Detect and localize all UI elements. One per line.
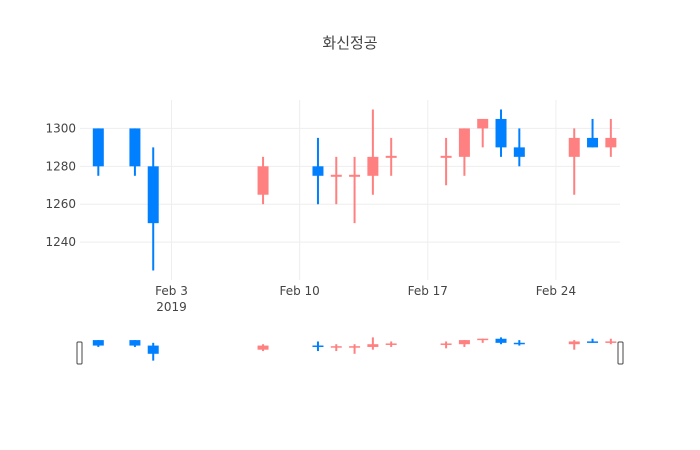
slider-candle-body [349,346,361,348]
slider-candle [605,338,617,345]
candle [513,128,525,167]
candle [605,118,617,157]
slider-candle-body [367,344,379,347]
candle [458,128,470,176]
slider-candle [513,340,525,346]
y-tick-label: 1260 [45,197,76,211]
slider-candle-body [605,341,617,343]
slider-candle-body [92,340,104,346]
slider-candle [257,344,269,352]
y-tick-label: 1240 [45,235,76,249]
candle-body [568,137,580,157]
chart-title: 화신정공 [322,34,377,52]
slider-candle [568,340,580,350]
candle-body [587,137,599,148]
slider-candle [367,337,379,350]
candle [587,118,599,148]
candle-layer [92,109,617,271]
x-tick-sublabel: 2019 [156,300,187,314]
candle [312,137,324,205]
slider-right-handle[interactable] [617,341,624,365]
slider-left-handle[interactable] [76,341,83,365]
candle-body [312,166,324,176]
candle [129,128,141,176]
candle-body [440,155,452,158]
slider-candle-body [495,338,507,343]
axis-layer: 1240 1260 1280 1300 Feb 3 2019 Feb 10 Feb 17 Feb… [45,121,576,314]
y-tick-label: 1280 [45,159,76,173]
slider-candle [349,344,361,354]
slider-candle-body [257,345,269,350]
candle-body [605,137,617,148]
slider-candle [330,344,342,352]
candle-body [513,147,525,157]
slider-candle [477,338,489,343]
range-slider[interactable] [76,337,624,365]
candle [349,156,361,224]
candle [257,156,269,205]
slider-candle [440,341,452,349]
candle [440,137,452,186]
slider-candle [458,340,470,347]
candle [330,156,342,205]
x-tick-label: Feb 3 [155,284,188,298]
candle-body [495,118,507,148]
slider-candle-body [513,342,525,345]
slider-candle [129,340,141,347]
x-tick-label: Feb 24 [536,284,576,298]
slider-candle-body [587,341,599,343]
slider-candle [312,341,324,352]
candle [477,118,489,148]
slider-candle-body [147,345,159,354]
slider-candle-body [330,346,342,348]
y-tick-label: 1300 [45,121,76,135]
candle-body [349,174,361,177]
slider-candle-body [477,338,489,341]
candle-body [367,156,379,176]
candle [495,109,507,157]
candle-body [458,128,470,157]
candle-body [92,128,104,167]
slider-candle [147,342,159,361]
slider-candle [495,337,507,345]
slider-candle-body [385,343,397,345]
candle [385,137,397,176]
slider-candle-body [440,343,452,345]
candle-body [330,174,342,177]
slider-candle-body [312,345,324,348]
candle-body [385,155,397,158]
slider-candle-body [129,340,141,346]
slider-candle-body [458,340,470,345]
slider-candle [385,341,397,347]
candle-body [257,166,269,195]
candle [147,147,159,271]
x-tick-label: Feb 17 [408,284,448,298]
grid-layer [80,100,620,280]
candle-body [147,166,159,224]
candle [568,128,580,195]
x-tick-label: Feb 10 [279,284,319,298]
candle [367,109,379,195]
slider-candle-body [568,341,580,345]
candle-body [129,128,141,167]
candle-body [477,118,489,129]
slider-candle [92,340,104,347]
slider-candle [587,338,599,343]
candle [92,128,104,176]
